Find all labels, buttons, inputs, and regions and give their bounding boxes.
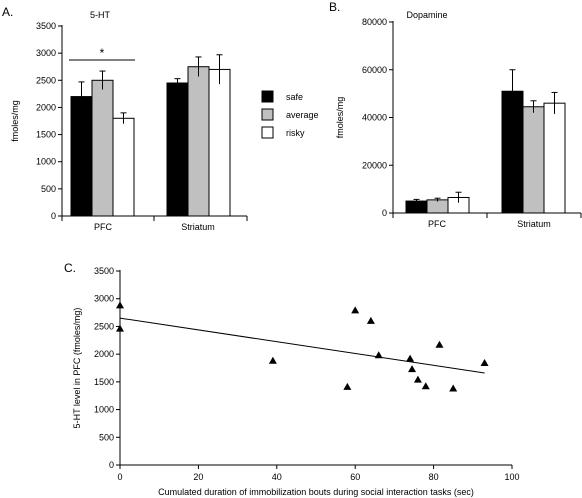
- y-tick-label: 0: [382, 208, 387, 218]
- y-tick-label: 40000: [362, 113, 387, 123]
- x-tick-label: 0: [117, 472, 122, 482]
- y-tick-label: 3500: [94, 266, 114, 276]
- bar-average: [426, 199, 449, 214]
- y-axis-label: 5-HT level in PFC (fmoles/mg): [72, 308, 82, 429]
- x-tick-label: PFC: [94, 222, 113, 232]
- data-point: [351, 306, 360, 314]
- y-axis-label: fmoles/mg: [335, 97, 345, 139]
- bar-risky: [543, 102, 566, 214]
- data-point: [449, 384, 458, 392]
- y-tick-label: 3000: [36, 48, 56, 58]
- significance-star: *: [100, 46, 105, 60]
- data-point: [366, 316, 375, 324]
- y-tick-label: 3000: [94, 294, 114, 304]
- y-tick-label: 0: [51, 211, 56, 221]
- x-tick-label: 100: [504, 472, 519, 482]
- legend-label-average: average: [286, 110, 319, 120]
- y-tick-label: 1000: [94, 405, 114, 415]
- x-tick-label: Striatum: [517, 219, 551, 229]
- data-point: [406, 354, 415, 362]
- x-tick-label: 60: [350, 472, 360, 482]
- bar-average: [91, 79, 114, 217]
- y-tick-label: 20000: [362, 160, 387, 170]
- trend-line: [119, 317, 485, 374]
- data-point: [480, 359, 489, 367]
- y-tick-label: 60000: [362, 65, 387, 75]
- data-point: [435, 340, 444, 348]
- data-point: [116, 301, 124, 309]
- data-point: [343, 382, 352, 390]
- data-point: [408, 365, 417, 373]
- legend-label-risky: risky: [286, 128, 305, 138]
- x-tick-label: 20: [193, 472, 203, 482]
- data-point: [421, 382, 430, 390]
- data-point: [413, 375, 422, 383]
- legend-swatch-average: [261, 108, 274, 121]
- y-tick-label: 1500: [94, 377, 114, 387]
- y-tick-label: 3500: [36, 21, 56, 31]
- y-tick-label: 500: [99, 432, 114, 442]
- x-tick-label: Striatum: [181, 222, 215, 232]
- panel-label: C.: [64, 261, 76, 275]
- legend-label-safe: safe: [286, 92, 303, 102]
- bar-average: [522, 106, 545, 214]
- y-tick-label: 2500: [36, 75, 56, 85]
- x-tick-label: PFC: [428, 219, 447, 229]
- y-tick-label: 2000: [94, 349, 114, 359]
- bar-safe: [405, 200, 428, 214]
- y-tick-label: 80000: [362, 17, 387, 27]
- bar-risky: [208, 68, 231, 217]
- chart-title: 5-HT: [90, 10, 111, 20]
- y-tick-label: 1500: [36, 130, 56, 140]
- bar-safe: [70, 96, 93, 217]
- y-tick-label: 2000: [36, 102, 56, 112]
- panel-label: B.: [329, 0, 340, 14]
- y-tick-label: 0: [109, 460, 114, 470]
- data-point: [116, 324, 124, 332]
- y-tick-label: 2500: [94, 321, 114, 331]
- chart-title: Dopamine: [406, 10, 447, 20]
- x-tick-label: 80: [429, 472, 439, 482]
- x-axis-label: Cumulated duration of immobilization bou…: [158, 487, 474, 497]
- x-tick-label: 40: [272, 472, 282, 482]
- bar-average: [187, 66, 210, 217]
- y-axis-label: fmoles/mg: [10, 100, 20, 142]
- legend-swatch-safe: [261, 90, 274, 103]
- panel-label: A.: [2, 5, 13, 19]
- data-point: [374, 351, 383, 359]
- bar-risky: [112, 117, 135, 217]
- bar-safe: [166, 82, 189, 217]
- y-tick-label: 500: [41, 184, 56, 194]
- data-point: [268, 356, 277, 364]
- y-tick-label: 1000: [36, 157, 56, 167]
- legend-swatch-risky: [261, 126, 274, 139]
